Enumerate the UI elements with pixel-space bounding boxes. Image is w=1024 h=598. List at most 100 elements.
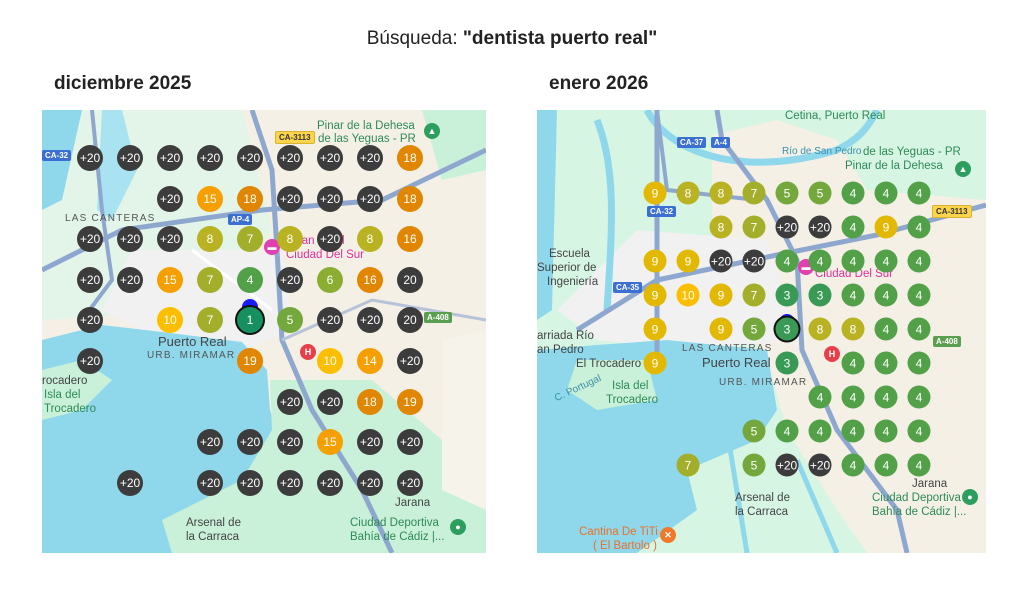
park-icon[interactable]: ▲ (955, 161, 971, 177)
rank-marker[interactable]: 4 (907, 453, 931, 477)
rank-marker[interactable]: 4 (841, 215, 865, 239)
rank-marker[interactable]: +20 (317, 145, 343, 171)
rank-marker[interactable]: +20 (357, 469, 383, 496)
rank-marker[interactable]: +20 (237, 145, 263, 171)
rank-marker[interactable]: 8 (676, 181, 700, 205)
rank-marker[interactable]: 4 (874, 453, 898, 477)
rank-marker[interactable]: +20 (77, 266, 103, 293)
rank-marker[interactable]: +20 (742, 249, 766, 273)
rank-marker[interactable]: +20 (157, 145, 183, 171)
rank-marker[interactable]: 3 (775, 283, 799, 307)
rank-marker[interactable]: 4 (874, 419, 898, 443)
rank-marker[interactable]: 18 (237, 185, 263, 212)
rank-marker[interactable]: 20 (397, 266, 423, 293)
rank-marker[interactable]: 4 (907, 419, 931, 443)
rank-marker[interactable]: 4 (841, 385, 865, 409)
rank-marker[interactable]: 4 (907, 249, 931, 273)
rank-marker[interactable]: +20 (77, 145, 103, 171)
rank-marker[interactable]: 8 (709, 181, 733, 205)
rank-marker[interactable]: +20 (317, 307, 343, 334)
rank-marker[interactable]: 16 (397, 226, 423, 253)
rank-marker[interactable]: 4 (907, 181, 931, 205)
rank-marker[interactable]: 10 (157, 307, 183, 334)
rank-marker[interactable]: 9 (709, 283, 733, 307)
rank-marker[interactable]: +20 (357, 185, 383, 212)
rank-marker[interactable]: +20 (397, 429, 423, 456)
rank-marker[interactable]: 4 (841, 249, 865, 273)
map-december[interactable]: Pinar de la Dehesa de las Yeguas - PR ▲ … (42, 110, 486, 553)
rank-marker[interactable]: +20 (197, 429, 223, 456)
rank-marker[interactable]: 9 (643, 351, 667, 375)
rank-marker[interactable]: 9 (709, 317, 733, 341)
rank-marker[interactable]: 8 (197, 226, 223, 253)
hotel-icon[interactable]: ▬ (264, 239, 280, 255)
park-icon[interactable]: ▲ (424, 123, 440, 139)
rank-marker[interactable]: 7 (237, 226, 263, 253)
rank-marker[interactable]: 4 (775, 419, 799, 443)
rank-marker[interactable]: 7 (197, 307, 223, 334)
rank-marker[interactable]: +20 (117, 226, 143, 253)
rank-marker[interactable]: 18 (397, 145, 423, 171)
rank-marker[interactable]: +20 (808, 453, 832, 477)
rank-marker[interactable]: 5 (277, 307, 303, 334)
rank-marker[interactable]: +20 (237, 429, 263, 456)
rank-marker[interactable]: 4 (808, 419, 832, 443)
rank-marker[interactable]: 7 (197, 266, 223, 293)
hospital-icon[interactable]: H (300, 344, 316, 360)
rank-marker[interactable]: 20 (397, 307, 423, 334)
rank-marker[interactable]: +20 (277, 185, 303, 212)
rank-marker[interactable]: 4 (841, 453, 865, 477)
rank-marker[interactable]: +20 (157, 226, 183, 253)
rank-marker[interactable]: 5 (775, 181, 799, 205)
rank-marker[interactable]: +20 (77, 348, 103, 374)
rank-marker[interactable]: 4 (841, 283, 865, 307)
rank-marker[interactable]: 8 (808, 317, 832, 341)
rank-marker[interactable]: +20 (357, 307, 383, 334)
rank-marker[interactable]: 3 (775, 351, 799, 375)
rank-marker[interactable]: 7 (742, 181, 766, 205)
rank-marker[interactable]: 8 (357, 226, 383, 253)
rank-marker[interactable]: 9 (643, 283, 667, 307)
rank-marker[interactable]: +20 (357, 429, 383, 456)
rank-marker[interactable]: 4 (841, 181, 865, 205)
rank-marker[interactable]: +20 (277, 145, 303, 171)
rank-marker[interactable]: +20 (775, 453, 799, 477)
rank-marker[interactable]: 4 (874, 249, 898, 273)
rank-marker[interactable]: 19 (397, 388, 423, 415)
rank-marker[interactable]: +20 (709, 249, 733, 273)
rank-marker[interactable]: 4 (874, 317, 898, 341)
rank-marker[interactable]: +20 (317, 185, 343, 212)
rank-marker[interactable]: 16 (357, 266, 383, 293)
rank-marker[interactable]: 19 (237, 348, 263, 374)
rank-marker[interactable]: 5 (742, 317, 766, 341)
rank-marker[interactable]: 5 (742, 453, 766, 477)
rank-marker[interactable]: 18 (357, 388, 383, 415)
rank-marker[interactable]: +20 (808, 215, 832, 239)
rank-marker[interactable]: +20 (277, 469, 303, 496)
rank-marker[interactable]: 15 (197, 185, 223, 212)
rank-marker[interactable]: 9 (643, 317, 667, 341)
rank-marker-center[interactable]: 1 (237, 307, 263, 334)
rank-marker[interactable]: +20 (197, 145, 223, 171)
rank-marker[interactable]: 4 (237, 266, 263, 293)
rank-marker[interactable]: 4 (874, 283, 898, 307)
rank-marker[interactable]: 3 (808, 283, 832, 307)
rank-marker[interactable]: +20 (277, 388, 303, 415)
rank-marker[interactable]: 5 (808, 181, 832, 205)
rank-marker[interactable]: 9 (643, 249, 667, 273)
rank-marker[interactable]: +20 (117, 469, 143, 496)
rank-marker[interactable]: 18 (397, 185, 423, 212)
rank-marker[interactable]: 9 (874, 215, 898, 239)
rank-marker[interactable]: +20 (357, 145, 383, 171)
rank-marker[interactable]: +20 (117, 145, 143, 171)
rank-marker[interactable]: +20 (77, 226, 103, 253)
rank-marker[interactable]: 7 (676, 453, 700, 477)
rank-marker[interactable]: +20 (317, 469, 343, 496)
rank-marker[interactable]: +20 (277, 429, 303, 456)
rank-marker[interactable]: +20 (117, 266, 143, 293)
rank-marker[interactable]: 4 (874, 385, 898, 409)
rank-marker[interactable]: 4 (907, 351, 931, 375)
rank-marker[interactable]: +20 (237, 469, 263, 496)
rank-marker[interactable]: 5 (742, 419, 766, 443)
rank-marker[interactable]: +20 (77, 307, 103, 334)
